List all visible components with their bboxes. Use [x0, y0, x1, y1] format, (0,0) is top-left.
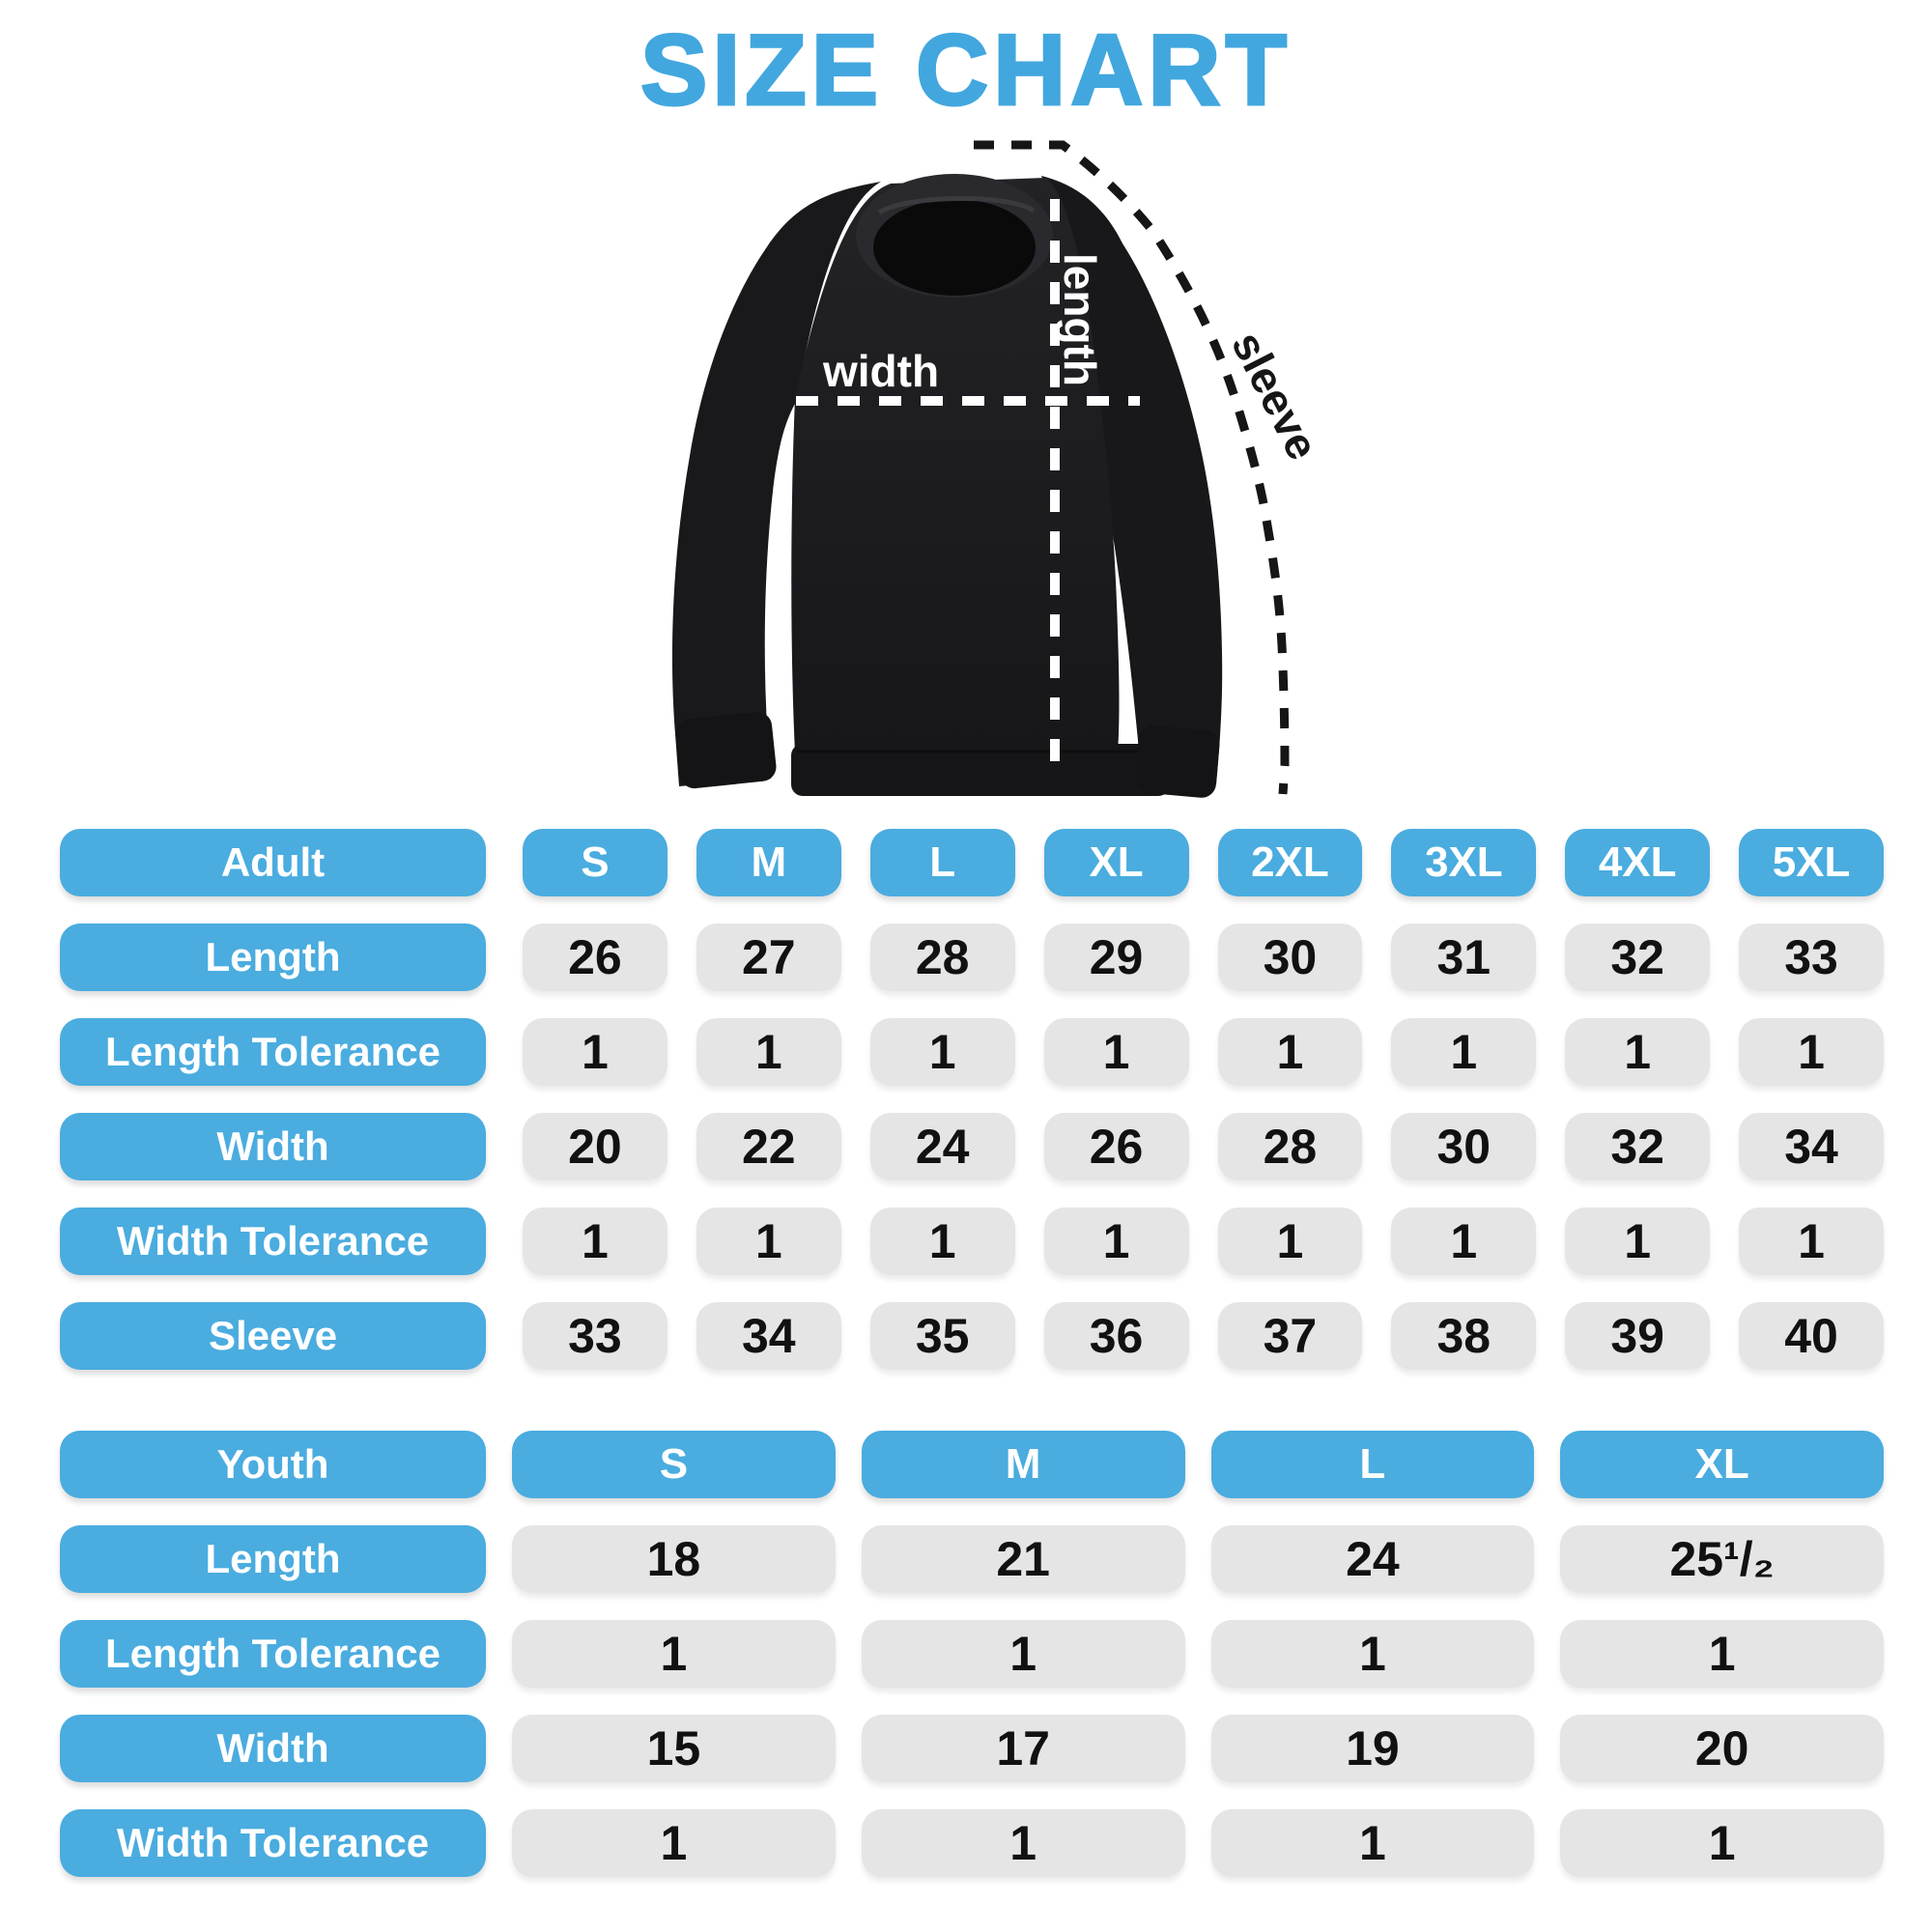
value-cell: 24	[1210, 1525, 1535, 1593]
value-cell: 21	[861, 1525, 1185, 1593]
value-cell: 1	[1217, 1208, 1363, 1275]
row-label-cell: Sleeve	[60, 1302, 486, 1370]
row-label-cell: Length Tolerance	[60, 1620, 486, 1688]
value-cell: 30	[1217, 923, 1363, 991]
value-cell: 20	[523, 1113, 668, 1180]
size-header-cell: 4XL	[1565, 829, 1711, 896]
sweatshirt-illustration: width length sleeve	[671, 140, 1328, 798]
shirt-left-cuff	[675, 712, 777, 789]
value-cell: 1	[512, 1809, 836, 1877]
row-label-cell: Width Tolerance	[60, 1809, 486, 1877]
value-cell: 1	[861, 1620, 1185, 1688]
size-header-cell: XL	[1560, 1431, 1884, 1498]
value-cell: 37	[1217, 1302, 1363, 1370]
value-cell: 1	[1739, 1208, 1884, 1275]
value-cell: 1	[512, 1620, 836, 1688]
value-cell: 40	[1739, 1302, 1884, 1370]
shirt-torso	[791, 178, 1120, 753]
shirt-right-cuff	[1135, 725, 1220, 798]
size-header-cell: 3XL	[1391, 829, 1537, 896]
value-cell: 20	[1560, 1715, 1884, 1782]
value-cell: 19	[1210, 1715, 1535, 1782]
value-cell: 1	[1217, 1018, 1363, 1086]
size-header-cell: S	[523, 829, 668, 896]
value-cell: 28	[1217, 1113, 1363, 1180]
value-cell: 28	[869, 923, 1015, 991]
value-cell: 33	[1739, 923, 1884, 991]
shirt-left-sleeve	[671, 182, 881, 786]
value-cell: 1	[1565, 1208, 1711, 1275]
table-title-cell: Adult	[60, 829, 486, 896]
youth-size-table: Youth S M L XL Length 18 21 24 25¹/₂ Length Tolera…	[60, 1431, 1884, 1877]
value-cell: 1	[1565, 1018, 1711, 1086]
value-cell: 33	[523, 1302, 668, 1370]
sleeve-measure-line	[974, 140, 1290, 795]
row-label-cell: Length	[60, 1525, 486, 1593]
value-cell: 29	[1043, 923, 1189, 991]
value-cell: 32	[1565, 1113, 1711, 1180]
value-cell: 38	[1391, 1302, 1537, 1370]
value-cell: 31	[1391, 923, 1537, 991]
value-cell: 26	[1043, 1113, 1189, 1180]
value-cell: 17	[861, 1715, 1185, 1782]
row-label-cell: Length	[60, 923, 486, 991]
shirt-collar-opening	[873, 199, 1036, 296]
value-cell: 1	[1391, 1208, 1537, 1275]
width-label: width	[822, 346, 939, 396]
value-cell: 1	[1739, 1018, 1884, 1086]
sweatshirt-diagram: width length sleeve	[541, 106, 1352, 802]
value-cell: 1	[696, 1018, 841, 1086]
size-header-cell: M	[696, 829, 841, 896]
size-header-cell: 2XL	[1217, 829, 1363, 896]
row-label-cell: Width	[60, 1715, 486, 1782]
value-cell: 22	[696, 1113, 841, 1180]
value-cell: 1	[1210, 1809, 1535, 1877]
value-cell: 1	[696, 1208, 841, 1275]
value-cell: 1	[523, 1018, 668, 1086]
value-cell: 1	[869, 1018, 1015, 1086]
value-cell: 32	[1565, 923, 1711, 991]
size-header-cell: S	[512, 1431, 836, 1498]
table-title-cell: Youth	[60, 1431, 486, 1498]
value-cell: 1	[1043, 1018, 1189, 1086]
adult-size-table: Adult S M L XL 2XL 3XL 4XL 5XL Length 26 27 28 29 30 31…	[60, 829, 1884, 1370]
value-cell: 1	[869, 1208, 1015, 1275]
value-cell: 24	[869, 1113, 1015, 1180]
value-cell: 1	[523, 1208, 668, 1275]
sleeve-label: sleeve	[1222, 324, 1328, 468]
row-label-cell: Width Tolerance	[60, 1208, 486, 1275]
shirt-hem-band	[791, 744, 1170, 796]
length-label: length	[1055, 253, 1105, 386]
value-cell: 1	[1560, 1809, 1884, 1877]
row-label-cell: Width	[60, 1113, 486, 1180]
value-cell: 25¹/₂	[1560, 1525, 1884, 1593]
value-cell: 18	[512, 1525, 836, 1593]
value-cell: 30	[1391, 1113, 1537, 1180]
size-header-cell: M	[861, 1431, 1185, 1498]
value-cell: 35	[869, 1302, 1015, 1370]
value-cell: 1	[861, 1809, 1185, 1877]
value-cell: 39	[1565, 1302, 1711, 1370]
size-header-cell: XL	[1043, 829, 1189, 896]
row-label-cell: Length Tolerance	[60, 1018, 486, 1086]
size-header-cell: 5XL	[1739, 829, 1884, 896]
value-cell: 1	[1560, 1620, 1884, 1688]
value-cell: 34	[1739, 1113, 1884, 1180]
value-cell: 1	[1391, 1018, 1537, 1086]
value-cell: 1	[1210, 1620, 1535, 1688]
value-cell: 1	[1043, 1208, 1189, 1275]
value-cell: 36	[1043, 1302, 1189, 1370]
value-cell: 26	[523, 923, 668, 991]
page-title: SIZE CHART	[639, 14, 1292, 128]
value-cell: 15	[512, 1715, 836, 1782]
value-cell: 34	[696, 1302, 841, 1370]
size-header-cell: L	[869, 829, 1015, 896]
value-cell: 27	[696, 923, 841, 991]
size-header-cell: L	[1210, 1431, 1535, 1498]
